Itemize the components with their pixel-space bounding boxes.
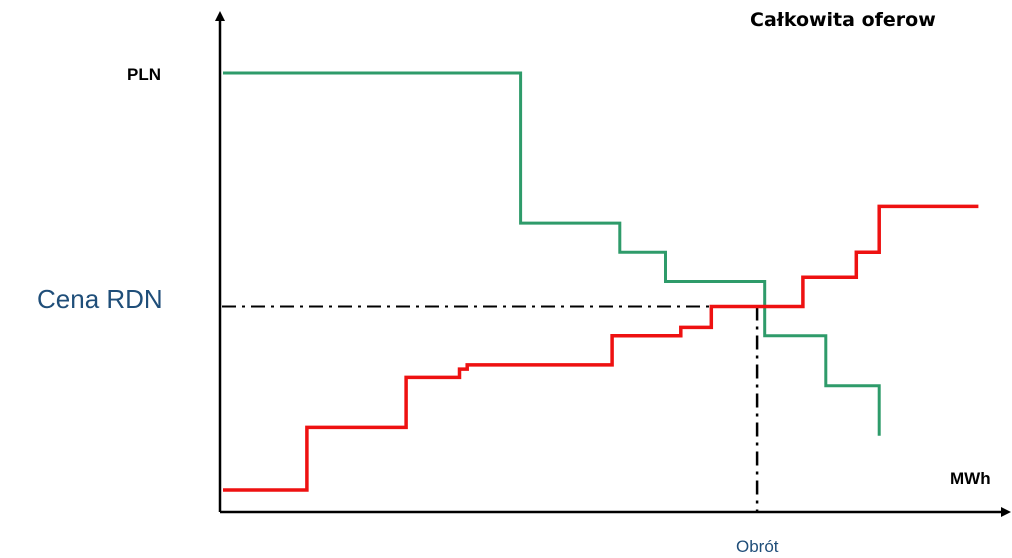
price-label: Cena RDN	[37, 284, 163, 314]
equilibrium-guides	[222, 305, 759, 512]
volume-label: Obrót	[736, 537, 779, 556]
x-axis-label: MWh	[950, 469, 991, 488]
series-layer	[223, 71, 979, 492]
chart-title: Całkowita oferow	[750, 9, 936, 31]
demand-curve-line	[223, 204, 979, 492]
supply-curve-line	[223, 71, 881, 436]
y-axis-label: PLN	[127, 65, 161, 84]
